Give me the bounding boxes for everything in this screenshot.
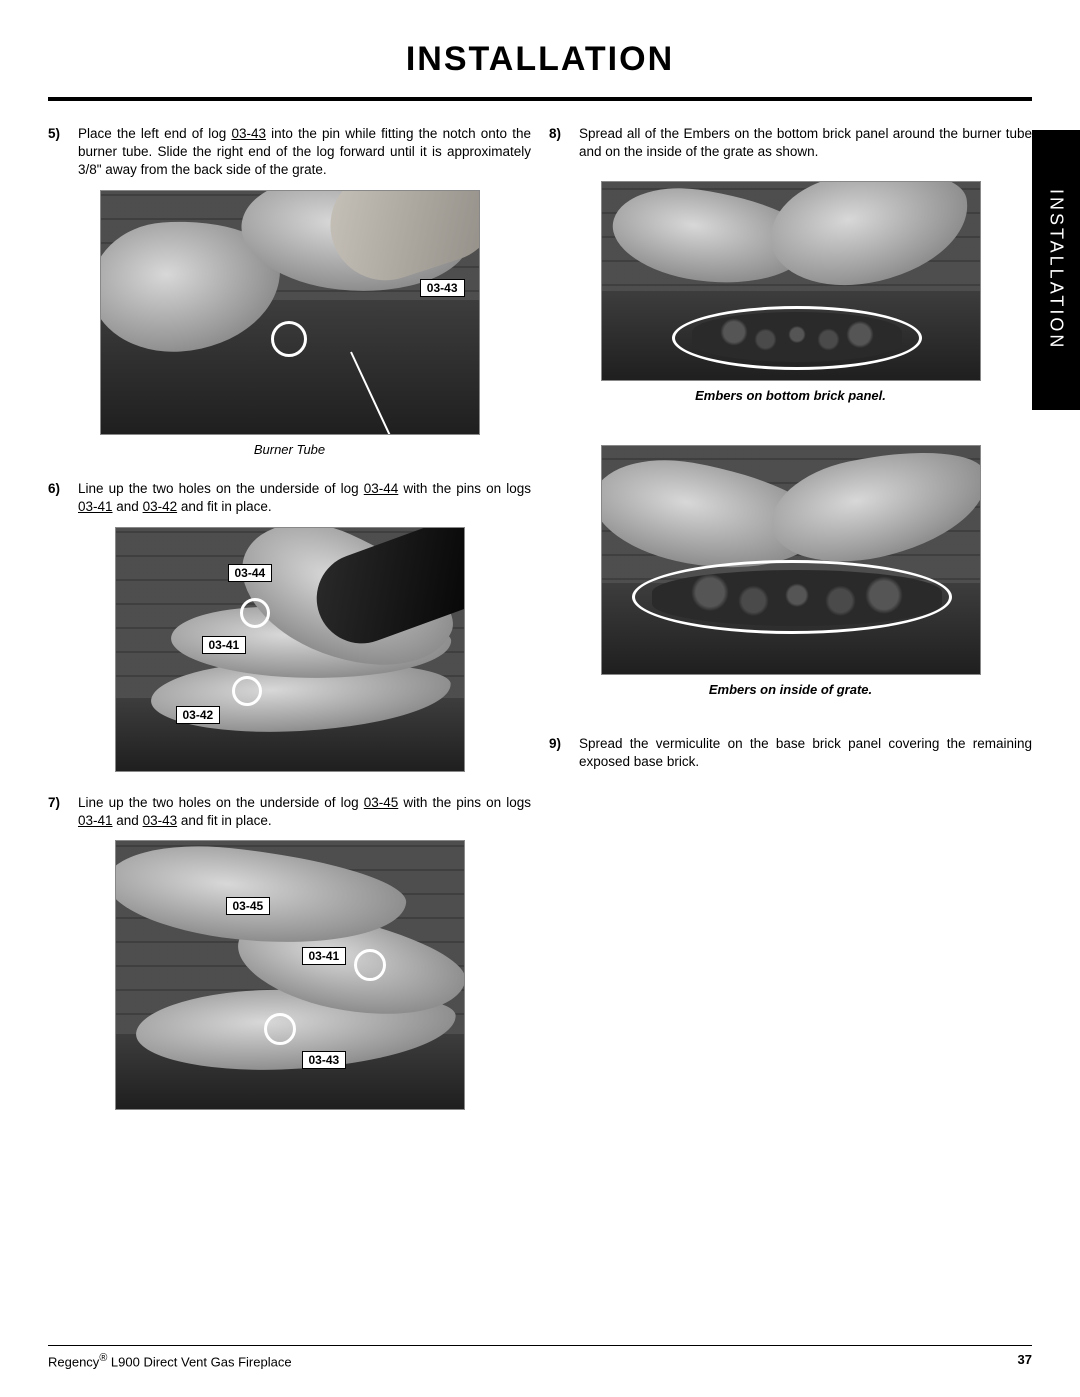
section-side-tab-label: INSTALLATION — [1046, 189, 1067, 350]
figure-step-5: 03-43 Burner Tube — [48, 190, 531, 459]
figure-step-8a: Embers on bottom brick panel. — [549, 181, 1032, 405]
page-footer: Regency® L900 Direct Vent Gas Fireplace … — [48, 1345, 1032, 1369]
footer-page-number: 37 — [1018, 1352, 1032, 1369]
right-column: 8) Spread all of the Embers on the botto… — [549, 125, 1032, 1122]
step-6-number: 6) — [48, 480, 70, 516]
step-8-number: 8) — [549, 125, 571, 161]
photo-step-5: 03-43 — [100, 190, 480, 435]
circle-pin2-fig6 — [232, 676, 262, 706]
step-5-text: Place the left end of log 03-43 into the… — [78, 125, 531, 180]
step-7-text: Line up the two holes on the underside o… — [78, 794, 531, 830]
two-column-layout: 5) Place the left end of log 03-43 into … — [48, 125, 1032, 1122]
circle-pin-fig5 — [271, 321, 307, 357]
step-6-text: Line up the two holes on the underside o… — [78, 480, 531, 516]
caption-fig8b: Embers on inside of grate. — [709, 681, 872, 699]
title-rule — [48, 97, 1032, 101]
circle-pin1-fig6 — [240, 598, 270, 628]
label-03-43-fig7: 03-43 — [302, 1051, 347, 1069]
footer-product-name: Regency® L900 Direct Vent Gas Fireplace — [48, 1352, 292, 1369]
step-7-text-b: with the pins on logs — [398, 795, 531, 810]
step-9: 9) Spread the vermiculite on the base br… — [549, 735, 1032, 771]
step-5-log-ref: 03-43 — [231, 126, 266, 141]
figure-step-7: 03-45 03-41 03-43 — [48, 840, 531, 1110]
step-6-text-a: Line up the two holes on the underside o… — [78, 481, 364, 496]
step-9-text: Spread the vermiculite on the base brick… — [579, 735, 1032, 771]
step-6-log-ref-1: 03-44 — [364, 481, 399, 496]
circle-pin2-fig7 — [264, 1013, 296, 1045]
step-7-text-a: Line up the two holes on the underside o… — [78, 795, 364, 810]
photo-step-8b — [601, 445, 981, 675]
left-column: 5) Place the left end of log 03-43 into … — [48, 125, 531, 1122]
label-03-44-fig6: 03-44 — [228, 564, 273, 582]
photo-step-8a — [601, 181, 981, 381]
step-8-text: Spread all of the Embers on the bottom b… — [579, 125, 1032, 161]
caption-fig5: Burner Tube — [254, 441, 325, 459]
label-03-41-fig6: 03-41 — [202, 636, 247, 654]
step-5-number: 5) — [48, 125, 70, 180]
label-03-43-fig5: 03-43 — [420, 279, 465, 297]
caption-fig8a: Embers on bottom brick panel. — [695, 387, 886, 405]
footer-brand: Regency — [48, 1354, 99, 1369]
step-7-log-ref-2: 03-41 — [78, 813, 113, 828]
step-6-text-b: with the pins on logs — [398, 481, 531, 496]
label-03-42-fig6: 03-42 — [176, 706, 221, 724]
footer-model: L900 Direct Vent Gas Fireplace — [107, 1354, 291, 1369]
ellipse-embers-fig8a — [672, 306, 922, 370]
step-6-log-ref-2: 03-41 — [78, 499, 113, 514]
step-7: 7) Line up the two holes on the undersid… — [48, 794, 531, 830]
label-03-45-fig7: 03-45 — [226, 897, 271, 915]
step-6: 6) Line up the two holes on the undersid… — [48, 480, 531, 516]
step-7-log-ref-3: 03-43 — [143, 813, 178, 828]
step-7-text-c: and — [113, 813, 143, 828]
circle-pin1-fig7 — [354, 949, 386, 981]
step-7-log-ref-1: 03-45 — [364, 795, 399, 810]
step-7-text-d: and fit in place. — [177, 813, 272, 828]
step-9-number: 9) — [549, 735, 571, 771]
section-side-tab: INSTALLATION — [1032, 130, 1080, 410]
ellipse-embers-fig8b — [632, 560, 952, 634]
label-03-41-fig7: 03-41 — [302, 947, 347, 965]
figure-step-6: 03-44 03-41 03-42 — [48, 527, 531, 772]
figure-step-8b: Embers on inside of grate. — [549, 445, 1032, 699]
step-5: 5) Place the left end of log 03-43 into … — [48, 125, 531, 180]
photo-step-7: 03-45 03-41 03-43 — [115, 840, 465, 1110]
step-8: 8) Spread all of the Embers on the botto… — [549, 125, 1032, 161]
page-title: INSTALLATION — [48, 40, 1032, 79]
photo-step-6: 03-44 03-41 03-42 — [115, 527, 465, 772]
step-5-text-a: Place the left end of log — [78, 126, 231, 141]
step-6-log-ref-3: 03-42 — [143, 499, 178, 514]
step-7-number: 7) — [48, 794, 70, 830]
step-6-text-d: and fit in place. — [177, 499, 272, 514]
step-6-text-c: and — [113, 499, 143, 514]
